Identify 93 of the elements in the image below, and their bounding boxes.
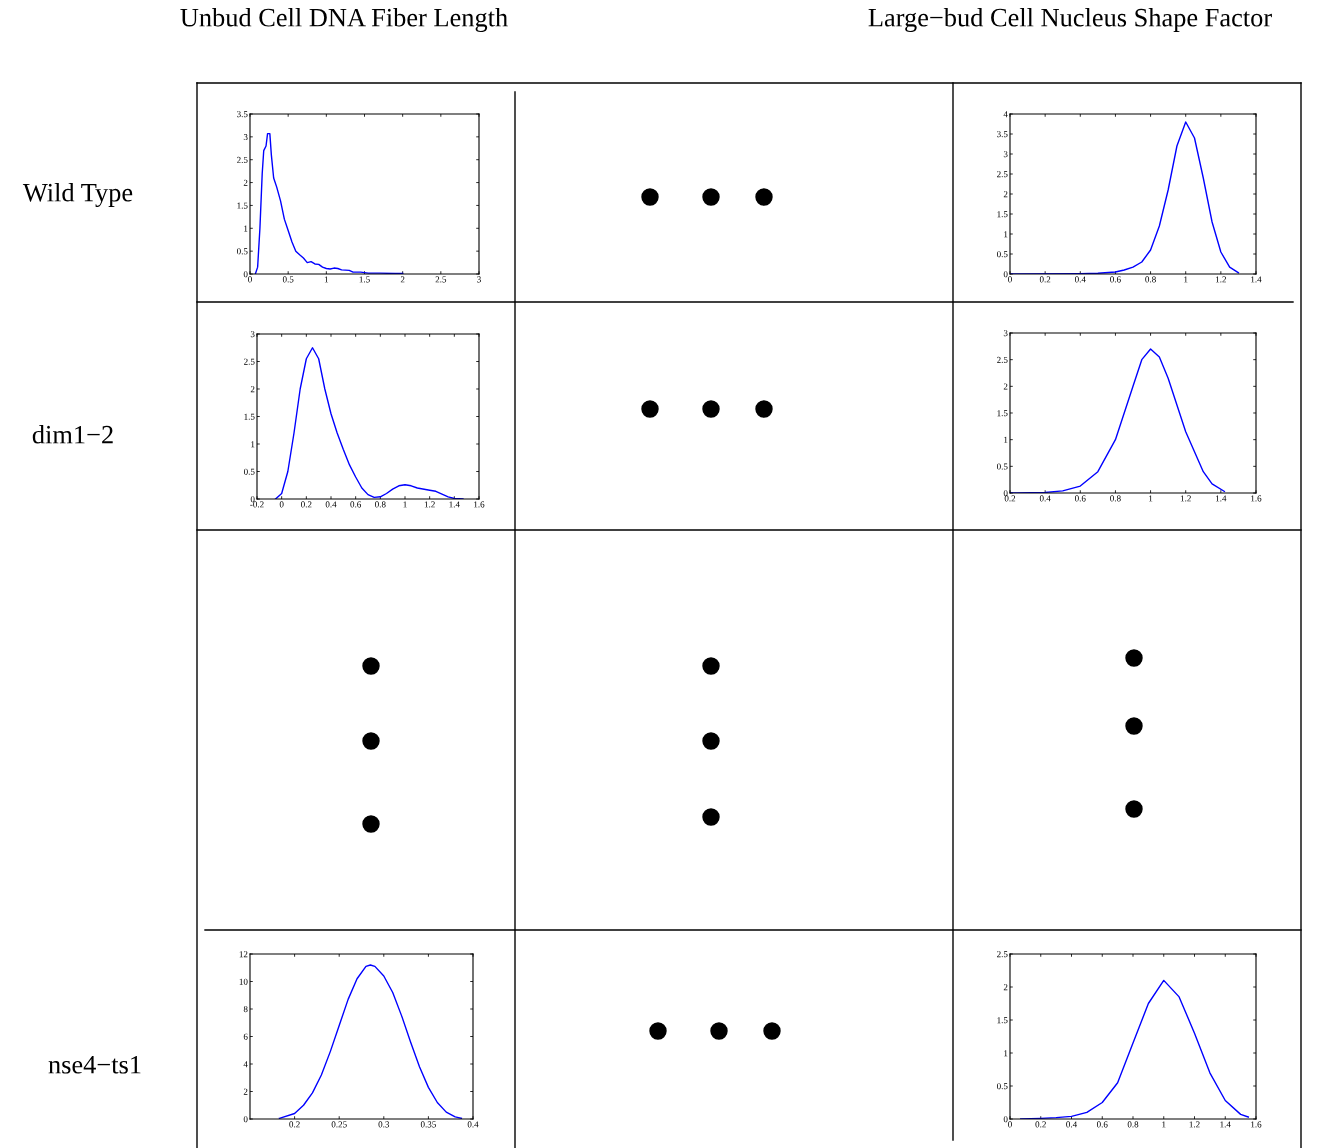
x-tick-label: 1	[403, 501, 407, 508]
y-tick-label: 0.5	[996, 1083, 1008, 1090]
y-tick-label: 10	[239, 978, 248, 985]
y-tick-label: 12	[239, 951, 248, 958]
x-tick-label: 0.2	[301, 501, 312, 508]
x-tick-label: 1	[1184, 276, 1188, 283]
y-tick-label: 3	[1003, 151, 1008, 158]
x-tick-label: -0.2	[250, 501, 264, 508]
y-tick-label: 1	[244, 225, 248, 232]
x-tick-label: 1.2	[1180, 495, 1191, 502]
x-tick-label: 2.5	[435, 276, 447, 283]
x-tick-label: 0.4	[1039, 495, 1051, 502]
y-tick-label: 1.5	[997, 1017, 1008, 1024]
y-tick-label: 1	[251, 441, 255, 448]
y-tick-label: 0.5	[243, 468, 255, 475]
y-tick-label: 3	[1003, 330, 1008, 337]
y-tick-label: 2	[250, 386, 255, 393]
chart-title: Unbud Cell DNA Fiber Length	[180, 8, 508, 32]
x-tick-label: 2	[400, 276, 405, 283]
x-tick-label: 1.4	[1216, 495, 1227, 502]
y-tick-label: 2	[1003, 984, 1008, 991]
y-tick-label: 3.5	[237, 111, 248, 118]
x-tick-label: 0.8	[1110, 495, 1121, 502]
x-tick-label: 1.4	[449, 501, 460, 508]
x-tick-label: 0.8	[1145, 276, 1156, 283]
x-tick-label: 0.6	[1110, 276, 1121, 283]
x-tick-label: 0.35	[420, 1121, 436, 1128]
y-tick-label: 3	[243, 134, 248, 141]
x-tick-label: 0.6	[1074, 495, 1086, 502]
y-tick-label: 8	[243, 1006, 248, 1013]
x-tick-label: 0.4	[467, 1121, 479, 1128]
chart-title: Large−bud Cell Nucleus Shape Factor	[868, 8, 1272, 32]
y-tick-label: 1	[1004, 231, 1008, 238]
y-tick-label: 3	[250, 331, 255, 338]
x-tick-label: 1.4	[1251, 276, 1262, 283]
y-tick-label: 0	[1003, 271, 1008, 278]
x-tick-label: 0.8	[1127, 1121, 1139, 1128]
y-tick-label: 2.5	[237, 156, 248, 163]
x-tick-label: 0.25	[331, 1121, 347, 1128]
y-axis-title: Wild Type	[22, 183, 133, 207]
x-tick-label: 0.6	[350, 501, 362, 508]
y-tick-label: 4	[243, 1061, 248, 1068]
x-tick-label: 1.2	[1216, 276, 1226, 283]
x-tick-label: 1.6	[1251, 1121, 1262, 1128]
y-tick-label: 4	[1003, 111, 1008, 118]
y-tick-label: 2	[243, 179, 248, 186]
x-tick-label: 1.2	[1189, 1121, 1200, 1128]
x-tick-label: 0.3	[378, 1121, 390, 1128]
y-tick-label: 2.5	[997, 171, 1008, 178]
y-axis-title: nse4−ts1	[48, 1055, 141, 1074]
x-tick-label: 1	[324, 276, 329, 283]
y-tick-label: 1	[1004, 1050, 1008, 1057]
x-tick-label: 0.4	[1066, 1121, 1077, 1128]
y-tick-label: 0	[243, 1116, 248, 1123]
line-series	[278, 964, 463, 1119]
y-tick-label: 0.5	[996, 251, 1008, 258]
x-tick-label: 1.6	[1251, 495, 1262, 502]
x-tick-label: 1	[1149, 495, 1153, 502]
y-tick-label: 1.5	[244, 413, 255, 420]
y-tick-label: 0.5	[996, 463, 1008, 470]
x-tick-label: 1.4	[1220, 1121, 1231, 1128]
x-tick-label: 0.2	[1035, 1121, 1046, 1128]
x-tick-label: 0.6	[1096, 1121, 1108, 1128]
x-tick-label: 1.5	[359, 276, 370, 283]
x-tick-label: 0.4	[1074, 276, 1086, 283]
y-tick-label: 0	[1003, 1116, 1008, 1123]
x-tick-label: 3	[477, 276, 481, 283]
y-tick-label: 0	[1003, 490, 1008, 497]
x-tick-label: 1.6	[474, 501, 485, 508]
y-tick-label: 3.5	[997, 131, 1008, 138]
y-tick-label: 2	[243, 1088, 248, 1095]
y-tick-label: 2.5	[244, 358, 255, 365]
y-tick-label: 2	[1003, 383, 1008, 390]
x-tick-label: 0.4	[325, 501, 337, 508]
y-tick-label: 2	[1003, 191, 1008, 198]
x-tick-label: 0.2	[1039, 276, 1051, 283]
x-tick-label: 0.5	[282, 276, 294, 283]
x-tick-label: 0.2	[1004, 495, 1016, 502]
x-tick-label: 1	[1162, 1121, 1166, 1128]
y-tick-label: 2.5	[997, 951, 1008, 958]
x-tick-label: 0.8	[375, 501, 386, 508]
x-tick-label: 1.2	[424, 501, 435, 508]
y-tick-label: 0.5	[236, 248, 248, 255]
y-tick-label: 0	[243, 271, 248, 278]
x-tick-label: 0	[279, 501, 284, 508]
y-tick-label: 2.5	[997, 356, 1008, 363]
y-tick-label: 1.5	[997, 410, 1008, 417]
y-tick-label: 1.5	[997, 211, 1008, 218]
y-tick-label: 1	[1004, 436, 1008, 443]
x-tick-label: 0.2	[289, 1121, 300, 1128]
y-axis-title: dim1−2	[32, 425, 113, 444]
y-tick-label: 1.5	[237, 202, 248, 209]
y-tick-label: 6	[243, 1033, 248, 1040]
